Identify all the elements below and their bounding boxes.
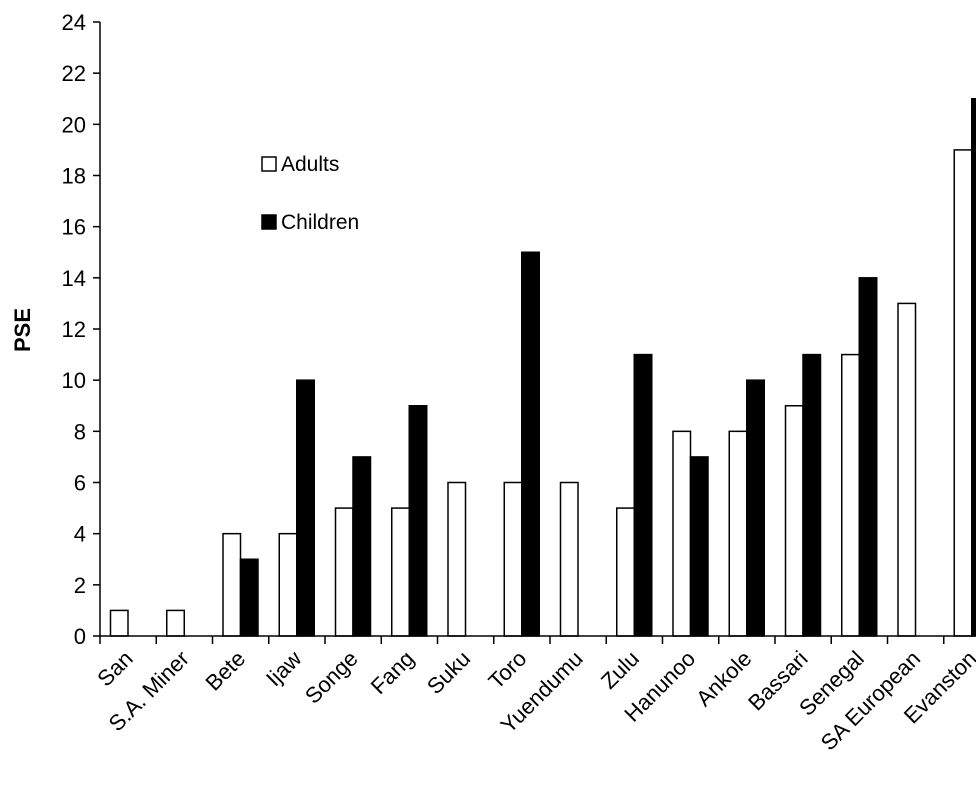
bar-adults bbox=[897, 302, 917, 637]
y-tick-label: 6 bbox=[74, 471, 86, 496]
bar-adults bbox=[391, 507, 410, 637]
x-tick-label: San bbox=[92, 646, 137, 691]
x-tick-label: Toro bbox=[483, 646, 531, 694]
bars bbox=[109, 98, 976, 637]
y-tick-label: 24 bbox=[62, 10, 86, 35]
bar-adults bbox=[953, 149, 973, 637]
bar-children bbox=[858, 277, 878, 637]
bar-children bbox=[689, 456, 709, 637]
bar-children bbox=[521, 251, 540, 637]
bar-adults bbox=[728, 430, 748, 637]
bar-adults bbox=[222, 532, 242, 637]
y-tick-label: 10 bbox=[62, 368, 86, 393]
bar-adults bbox=[559, 481, 579, 637]
bar-children bbox=[239, 558, 259, 637]
x-tick-label: Fang bbox=[366, 646, 419, 699]
bar-children bbox=[633, 353, 653, 637]
legend-label-children: Children bbox=[281, 211, 359, 234]
y-tick-label: 2 bbox=[74, 573, 86, 598]
bar-children bbox=[802, 353, 822, 637]
x-tick-label: Bete bbox=[200, 646, 250, 696]
y-tick-label: 14 bbox=[62, 266, 86, 291]
legend-swatch-adults bbox=[261, 156, 277, 172]
x-tick-label: Zulu bbox=[596, 646, 644, 694]
bar-children bbox=[352, 456, 372, 637]
x-tick-label: Songe bbox=[300, 646, 363, 709]
y-tick-label: 18 bbox=[62, 164, 86, 189]
bar-children bbox=[408, 405, 428, 637]
x-tick-label: Suku bbox=[422, 646, 475, 699]
y-tick-label: 12 bbox=[62, 317, 86, 342]
y-axis-label: PSE bbox=[10, 308, 35, 352]
y-tick-label: 4 bbox=[74, 522, 86, 547]
bar-adults bbox=[784, 405, 804, 637]
bar-children bbox=[296, 379, 315, 637]
legend-label-adults: Adults bbox=[281, 153, 339, 176]
y-tick-label: 22 bbox=[62, 61, 86, 86]
y-tick-label: 20 bbox=[62, 112, 86, 137]
bar-adults bbox=[166, 609, 185, 637]
bar-children bbox=[971, 98, 976, 637]
bar-adults bbox=[841, 353, 860, 637]
bar-children bbox=[746, 379, 765, 637]
legend: Adults Children bbox=[261, 153, 359, 234]
bar-adults bbox=[334, 507, 354, 637]
y-tick-label: 0 bbox=[74, 624, 86, 649]
bar-adults bbox=[109, 609, 129, 637]
legend-swatch-children bbox=[261, 214, 277, 230]
bar-adults bbox=[278, 532, 298, 637]
x-tick-label: Ijaw bbox=[261, 646, 306, 691]
y-tick-label: 16 bbox=[62, 215, 86, 240]
bar-adults bbox=[616, 507, 635, 637]
bar-adults bbox=[672, 430, 692, 637]
bar-adults bbox=[447, 481, 467, 637]
bar-adults bbox=[503, 481, 523, 637]
y-tick-label: 8 bbox=[74, 419, 86, 444]
